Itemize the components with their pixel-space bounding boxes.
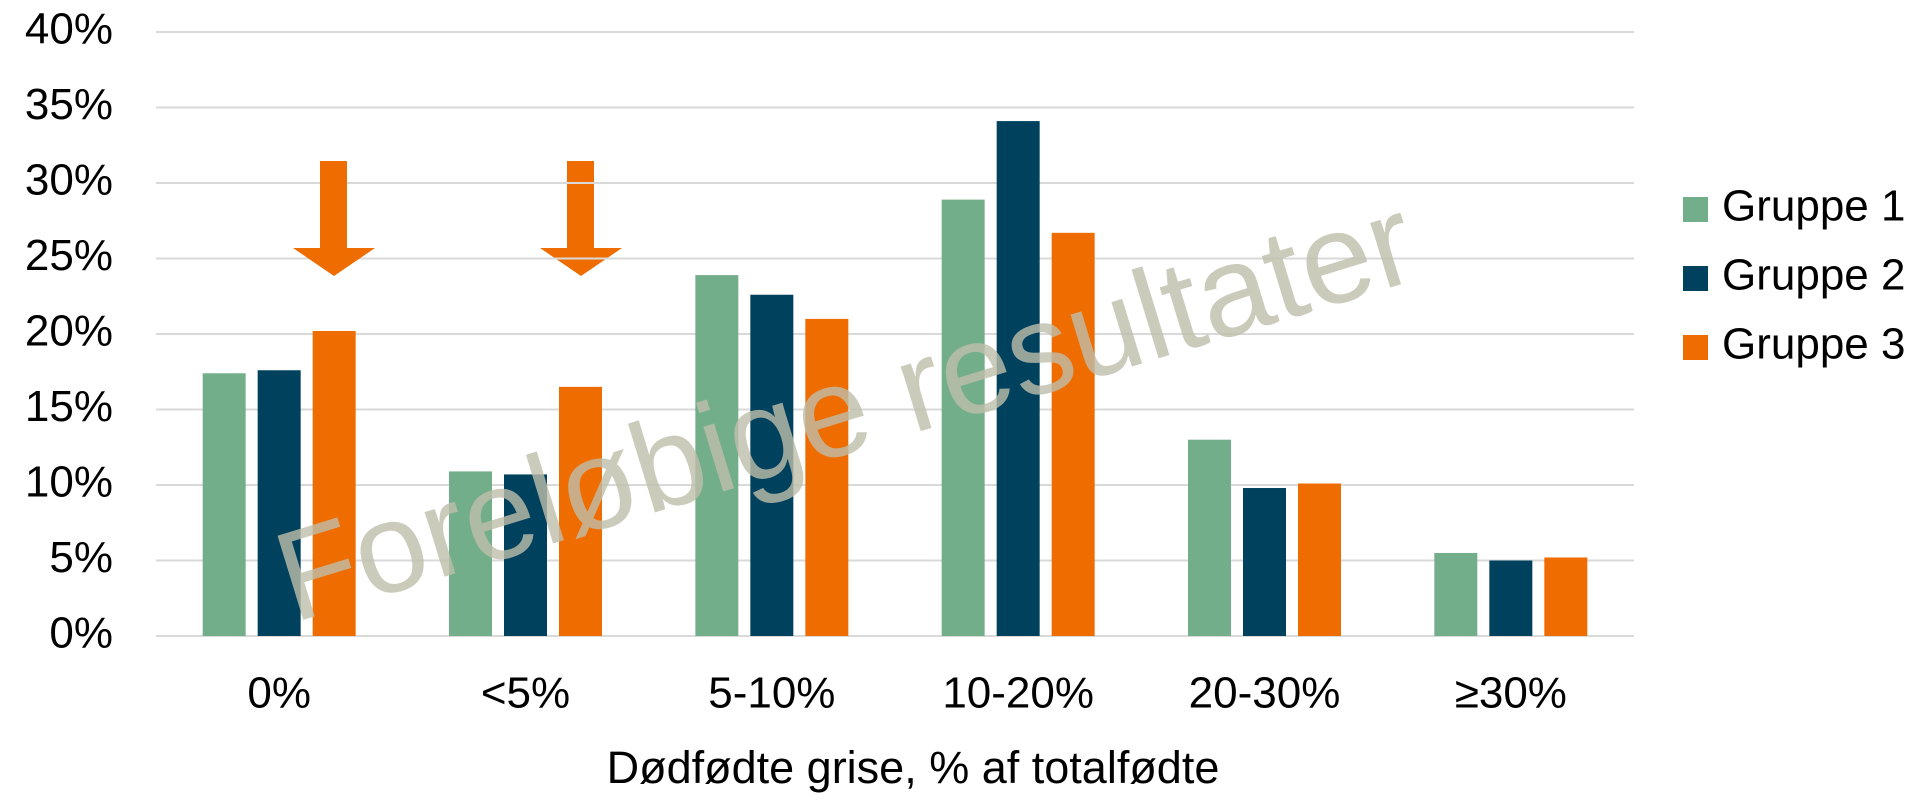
bar [449, 471, 492, 636]
arrow [540, 161, 622, 276]
x-tick-label: 5-10% [708, 669, 835, 718]
legend-swatch [1683, 335, 1708, 360]
bar [1489, 560, 1533, 636]
bar [750, 294, 794, 636]
x-tick-label: 20-30% [1189, 669, 1341, 718]
legend-label: Gruppe 1 [1722, 182, 1905, 231]
bar [695, 275, 739, 636]
y-tick-label: 15% [25, 382, 113, 431]
bar [1051, 232, 1095, 636]
bar [1243, 488, 1286, 636]
y-tick-label: 10% [25, 458, 113, 507]
y-tick-label: 20% [25, 307, 113, 356]
bar [1544, 557, 1588, 636]
bar [202, 373, 246, 636]
bar [1188, 439, 1231, 636]
legend-swatch [1683, 266, 1708, 291]
x-tick-label: ≥30% [1455, 669, 1567, 718]
x-tick-label: 10-20% [942, 669, 1094, 718]
bar [1434, 552, 1478, 636]
bar [312, 330, 356, 636]
y-tick-label: 0% [49, 609, 113, 658]
y-tick-label: 40% [25, 5, 113, 54]
x-tick-label: <5% [481, 669, 570, 718]
legend-label: Gruppe 2 [1722, 251, 1905, 300]
bar [257, 370, 301, 636]
legend-swatch [1683, 197, 1708, 222]
bar [1298, 483, 1341, 636]
x-tick-label: 0% [247, 669, 311, 718]
y-tick-label: 30% [25, 156, 113, 205]
y-tick-label: 35% [25, 80, 113, 129]
bar [805, 318, 849, 636]
legend-label: Gruppe 3 [1722, 320, 1905, 369]
x-axis-title: Dødfødte grise, % af totalfødte [607, 742, 1220, 793]
bar [559, 386, 602, 636]
arrow [293, 161, 375, 276]
y-tick-label: 5% [49, 533, 113, 582]
y-tick-label: 25% [25, 231, 113, 280]
bar [996, 121, 1040, 637]
bar [504, 474, 547, 636]
bar [941, 199, 985, 637]
